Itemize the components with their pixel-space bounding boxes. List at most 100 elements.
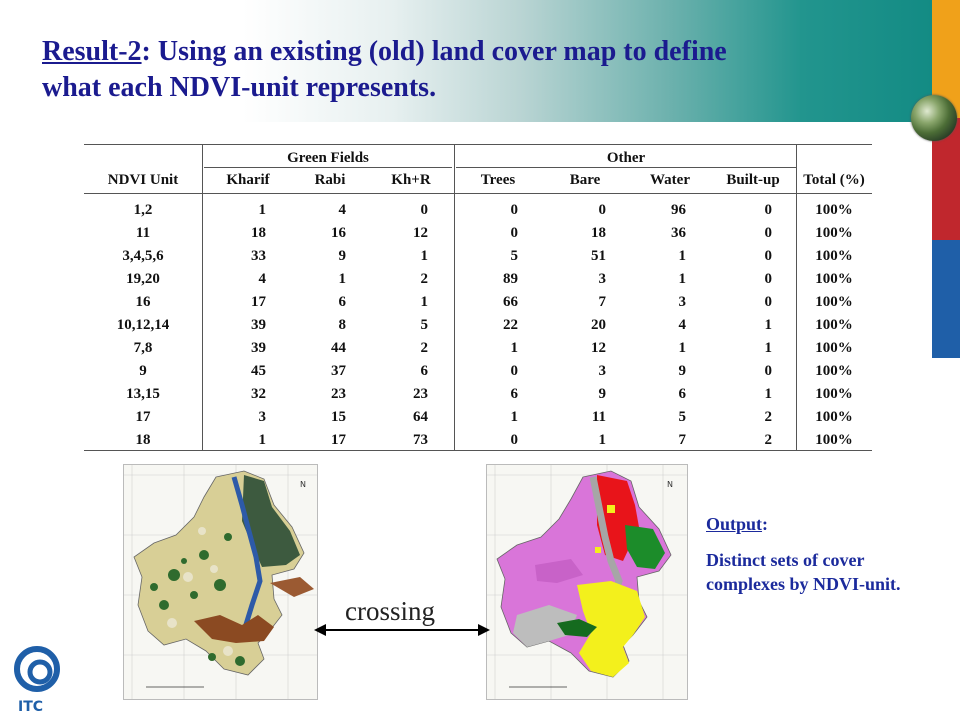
- table-cell: 9: [678, 363, 687, 379]
- table-cell: 1: [764, 317, 773, 333]
- column-header: Total (%): [803, 172, 865, 188]
- table-cell: 23: [331, 386, 346, 402]
- col-divider-3: [796, 145, 797, 450]
- table-cell: 0: [510, 202, 519, 218]
- table-cell: 51: [591, 248, 606, 264]
- column-header: Bare: [569, 172, 601, 188]
- table-cell: 4: [678, 317, 687, 333]
- table-cell: 17: [331, 432, 346, 448]
- table-cell: 5: [510, 248, 519, 264]
- table-cell: 1: [420, 248, 429, 264]
- title-prefix: Result-2: [42, 36, 142, 67]
- table-cell: 100%: [815, 317, 853, 333]
- table-cell: 1: [678, 271, 687, 287]
- globe-icon: [911, 95, 957, 141]
- column-header: Rabi: [314, 172, 346, 188]
- table-cell: 6: [510, 386, 519, 402]
- table-cell: 20: [591, 317, 606, 333]
- table-cell: 100%: [815, 248, 853, 264]
- table-cell: 0: [510, 225, 519, 241]
- header-bottom-rule: [84, 193, 872, 194]
- itc-logo: ITC: [14, 646, 60, 715]
- table-cell: 0: [598, 202, 607, 218]
- table-cell: 1: [258, 432, 267, 448]
- table-bottom-rule: [84, 450, 872, 451]
- table-cell: 1: [510, 409, 519, 425]
- output-text: Distinct sets of cover complexes by NDVI…: [706, 550, 901, 594]
- table-cell: 39: [251, 317, 266, 333]
- table-row-unit: 18: [135, 432, 151, 448]
- table-cell: 3: [598, 363, 607, 379]
- output-colon: :: [762, 514, 769, 534]
- ndvi-crossing-table: Green Fields Other NDVI Unit Kharif Rabi Kh…: [84, 143, 872, 451]
- table-cell: 2: [420, 340, 429, 356]
- table-cell: 2: [764, 432, 773, 448]
- table-cell: 2: [764, 409, 773, 425]
- table-cell: 3: [258, 409, 267, 425]
- table-cell: 73: [413, 432, 428, 448]
- crossing-label: crossing: [345, 596, 435, 626]
- column-header: Trees: [480, 172, 516, 188]
- table-cell: 1: [598, 432, 607, 448]
- table-cell: 100%: [815, 409, 853, 425]
- table-cell: 0: [420, 202, 429, 218]
- col-divider-2: [454, 145, 455, 450]
- ndvi-unit-map: N: [486, 464, 688, 700]
- table-cell: 0: [764, 225, 773, 241]
- table-cell: 36: [671, 225, 686, 241]
- table-cell: 7: [598, 294, 607, 310]
- table-cell: 100%: [815, 340, 853, 356]
- table-cell: 100%: [815, 225, 853, 241]
- table-row-unit: 16: [135, 294, 151, 310]
- column-header: Kharif: [226, 172, 270, 188]
- column-header: NDVI Unit: [107, 172, 179, 188]
- slide-title: Result-2: Using an existing (old) land c…: [42, 34, 842, 106]
- table-cell: 96: [671, 202, 686, 218]
- table-cell: 7: [678, 432, 687, 448]
- ndvi-unit-map-graphic: N: [487, 465, 687, 699]
- stripe-blue: [932, 240, 960, 358]
- crossing-arrow: [314, 624, 490, 636]
- itc-logo-text: ITC: [18, 699, 43, 715]
- header-band: [0, 0, 932, 122]
- table-cell: 64: [413, 409, 428, 425]
- table-cell: 1: [420, 294, 429, 310]
- table-top-rule: [84, 144, 872, 145]
- table-cell: 23: [413, 386, 428, 402]
- table-cell: 1: [764, 340, 773, 356]
- table-cell: 1: [678, 340, 687, 356]
- table-cell: 5: [420, 317, 429, 333]
- table-cell: 6: [678, 386, 687, 402]
- table-cell: 37: [331, 363, 346, 379]
- table-cell: 0: [510, 432, 519, 448]
- table-cell: 5: [678, 409, 687, 425]
- table-cell: 22: [503, 317, 518, 333]
- svg-text:N: N: [667, 480, 673, 489]
- column-header: Water: [650, 172, 690, 188]
- color-stripes: [932, 0, 960, 358]
- table-cell: 100%: [815, 363, 853, 379]
- table-cell: 17: [251, 294, 266, 310]
- table-cell: 45: [251, 363, 266, 379]
- table-cell: 0: [764, 294, 773, 310]
- title-line2: what each NDVI-unit represents.: [42, 72, 437, 103]
- group-header-other: Other: [606, 150, 646, 166]
- green-fields-rule: [204, 167, 452, 168]
- table-cell: 6: [338, 294, 347, 310]
- table-cell: 0: [764, 202, 773, 218]
- table-cell: 100%: [815, 432, 853, 448]
- table-cell: 9: [598, 386, 607, 402]
- table-cell: 6: [420, 363, 429, 379]
- table-cell: 0: [764, 248, 773, 264]
- output-label: Output: [706, 514, 763, 534]
- table-cell: 100%: [815, 386, 853, 402]
- table-cell: 0: [510, 363, 519, 379]
- table-cell: 1: [338, 271, 347, 287]
- table-cell: 32: [251, 386, 266, 402]
- table-row-unit: 13,15: [126, 386, 160, 402]
- group-header-green-fields: Green Fields: [287, 150, 369, 166]
- table-cell: 100%: [815, 202, 853, 218]
- table-cell: 66: [503, 294, 518, 310]
- table-cell: 4: [258, 271, 267, 287]
- column-header: Built-up: [726, 172, 780, 188]
